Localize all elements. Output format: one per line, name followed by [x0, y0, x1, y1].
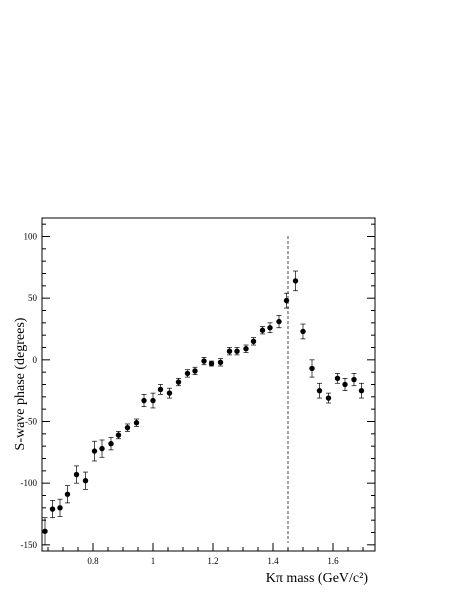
data-point	[157, 384, 164, 395]
x-tick-label: 1	[151, 556, 156, 566]
point-marker	[316, 387, 323, 394]
point-marker	[64, 491, 71, 497]
data-point	[57, 498, 63, 517]
point-marker	[82, 478, 89, 484]
data-point	[226, 347, 233, 356]
data-point	[208, 360, 215, 367]
data-point	[141, 394, 147, 408]
point-marker	[175, 379, 182, 385]
point-marker	[358, 387, 365, 394]
y-axis-ticks: -150 -100 -50 0 50 100	[21, 223, 375, 550]
point-marker	[309, 365, 315, 372]
point-marker	[259, 327, 266, 333]
data-point	[283, 292, 290, 309]
point-marker	[342, 381, 348, 388]
data-point	[243, 344, 249, 353]
point-marker	[157, 386, 164, 393]
point-marker	[49, 506, 56, 512]
point-marker	[73, 471, 80, 478]
data-point	[334, 373, 341, 384]
point-marker	[250, 338, 257, 345]
data-point	[201, 357, 207, 366]
data-point	[342, 377, 348, 392]
point-marker	[192, 368, 198, 374]
point-marker	[57, 505, 63, 511]
data-point	[192, 366, 198, 375]
point-marker	[115, 432, 122, 438]
x-axis-ticks: 0.8 1 1.2 1.4 1.6	[47, 543, 364, 566]
data-point	[91, 440, 98, 462]
x-tick-label: 1.4	[267, 556, 279, 566]
point-marker	[108, 441, 114, 447]
y-tick-label: 0	[33, 355, 38, 365]
point-marker	[234, 348, 240, 354]
data-point	[49, 500, 56, 519]
point-marker	[91, 448, 98, 454]
point-marker	[243, 346, 249, 352]
data-point	[217, 358, 224, 367]
point-marker	[141, 397, 147, 404]
point-marker	[99, 445, 105, 452]
data-point	[358, 382, 365, 399]
point-marker	[226, 348, 233, 354]
y-tick-label: -150	[21, 540, 38, 550]
data-point	[250, 337, 257, 346]
point-marker	[217, 359, 224, 365]
data-point	[42, 517, 48, 546]
point-marker	[267, 325, 273, 331]
data-point	[166, 387, 173, 399]
point-marker	[300, 328, 306, 335]
data-point	[175, 377, 182, 387]
point-marker	[292, 278, 299, 284]
point-marker	[201, 358, 207, 364]
data-point	[316, 382, 323, 399]
data-point	[108, 437, 114, 451]
plot-frame	[41, 217, 376, 552]
x-tick-label: 0.8	[87, 556, 99, 566]
point-marker	[351, 376, 357, 383]
point-marker	[166, 390, 173, 396]
point-marker	[42, 528, 48, 534]
data-point	[64, 485, 71, 504]
data-point	[300, 323, 306, 340]
data-point	[325, 392, 332, 404]
x-tick-label: 1.2	[207, 556, 218, 566]
data-point	[351, 373, 357, 387]
point-marker	[150, 397, 156, 404]
point-marker	[283, 297, 290, 304]
data-point	[150, 392, 156, 409]
y-tick-label: 100	[24, 232, 38, 242]
point-marker	[208, 360, 215, 367]
y-tick-label: -100	[21, 478, 38, 488]
data-point	[133, 418, 140, 427]
data-point	[184, 369, 191, 378]
data-point	[73, 465, 80, 484]
x-tick-label: 1.6	[327, 556, 339, 566]
data-point	[292, 270, 299, 292]
point-marker	[325, 395, 332, 401]
data-point	[115, 431, 122, 440]
y-tick-label: -50	[25, 417, 37, 427]
data-point	[124, 423, 131, 432]
point-marker	[124, 424, 131, 431]
data-points	[42, 270, 365, 546]
y-tick-label: 50	[28, 293, 38, 303]
data-point	[276, 315, 282, 329]
point-marker	[184, 370, 191, 377]
point-marker	[334, 375, 341, 382]
data-point	[82, 471, 89, 490]
data-point	[309, 359, 315, 378]
data-point	[234, 347, 240, 356]
y-axis-title: S-wave phase (degrees)	[13, 317, 28, 450]
point-marker	[133, 420, 140, 426]
x-axis-title: Kπ mass (GeV/c²)	[266, 571, 369, 586]
data-point	[259, 326, 266, 335]
point-marker	[276, 318, 282, 325]
data-point	[99, 439, 105, 458]
data-point	[267, 322, 273, 334]
